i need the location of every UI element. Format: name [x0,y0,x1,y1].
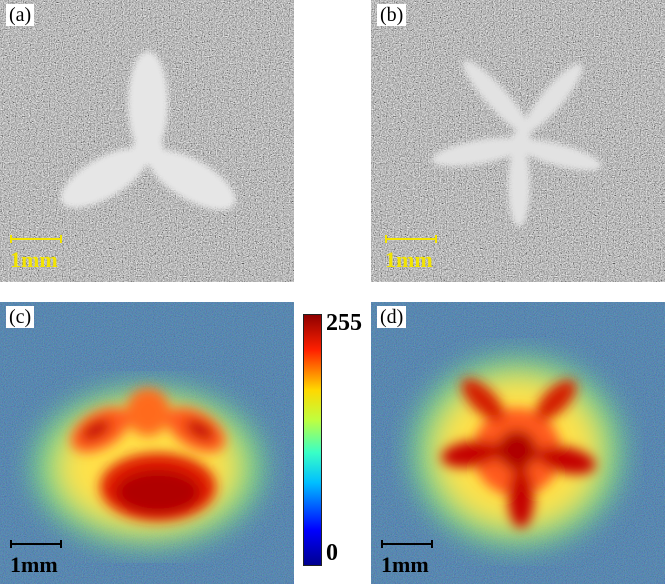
three-petal-shape [60,51,236,211]
panel-a-image [0,0,294,282]
scale-bar-line [381,540,433,548]
colorbar [303,314,322,566]
scale-bar-line [10,540,62,548]
three-petal-heatmap [70,388,226,521]
colorbar-min-label: 0 [326,540,338,566]
scale-bar-line [385,235,437,243]
panel-b: (b) 1mm [371,0,665,282]
scale-bar-line [10,235,62,243]
panel-d-image [371,302,665,584]
panel-label-c: (c) [6,306,35,328]
scale-bar-text: 1mm [381,552,429,577]
panel-label-d: (d) [377,306,407,328]
five-petal-shape [431,60,602,227]
panel-d: (d) 1mm [371,302,665,584]
panel-c: (c) 1mm [0,302,294,584]
panel-b-image [371,0,665,282]
colorbar-max-label: 255 [326,310,362,336]
panel-c-image [0,302,294,584]
panel-label-a: (a) [6,4,35,26]
scale-bar-text: 1mm [385,247,433,272]
panel-label-b: (b) [377,4,407,26]
scale-bar-text: 1mm [10,552,58,577]
panel-a: (a) 1mm [0,0,294,282]
scale-bar-text: 1mm [10,247,58,272]
five-petal-heatmap [441,378,596,528]
